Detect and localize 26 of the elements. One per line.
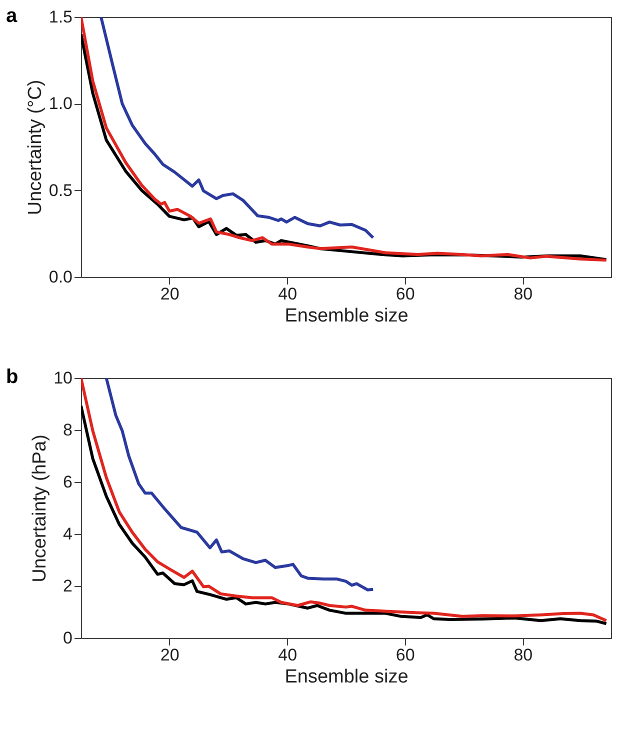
x-tick-label: 20: [160, 284, 180, 304]
y-tick-label: 8: [63, 420, 72, 440]
x-tick-label: 40: [278, 284, 298, 304]
y-tick-label: 4: [63, 524, 72, 544]
x-tick-label: 40: [278, 646, 298, 664]
y-tick-label: 2: [63, 576, 72, 596]
x-tick-label: 20: [160, 646, 180, 664]
line-series: [104, 378, 375, 592]
y-tick-label: 1.0: [48, 94, 72, 114]
line-series: [100, 17, 375, 240]
x-axis-title: Ensemble size: [284, 666, 408, 688]
y-tick-label: 0.5: [48, 180, 72, 200]
chart-title: b: [6, 366, 18, 388]
y-tick-label: 6: [63, 472, 72, 492]
x-tick-label: 80: [514, 284, 533, 304]
y-tick-label: 10: [54, 368, 72, 388]
y-tick-label: 1.5: [48, 8, 72, 26]
x-tick-label: 60: [396, 646, 415, 664]
y-axis-title: Uncertainty (°C): [24, 80, 46, 216]
y-tick-label: 0: [63, 628, 72, 648]
y-tick-label: 0.0: [48, 268, 72, 286]
x-axis-title: Ensemble size: [284, 306, 408, 326]
x-tick-label: 80: [514, 646, 533, 664]
chart-title: a: [6, 5, 18, 27]
y-axis-title: Uncertainty (hPa): [30, 434, 51, 582]
x-tick-label: 60: [396, 284, 415, 304]
